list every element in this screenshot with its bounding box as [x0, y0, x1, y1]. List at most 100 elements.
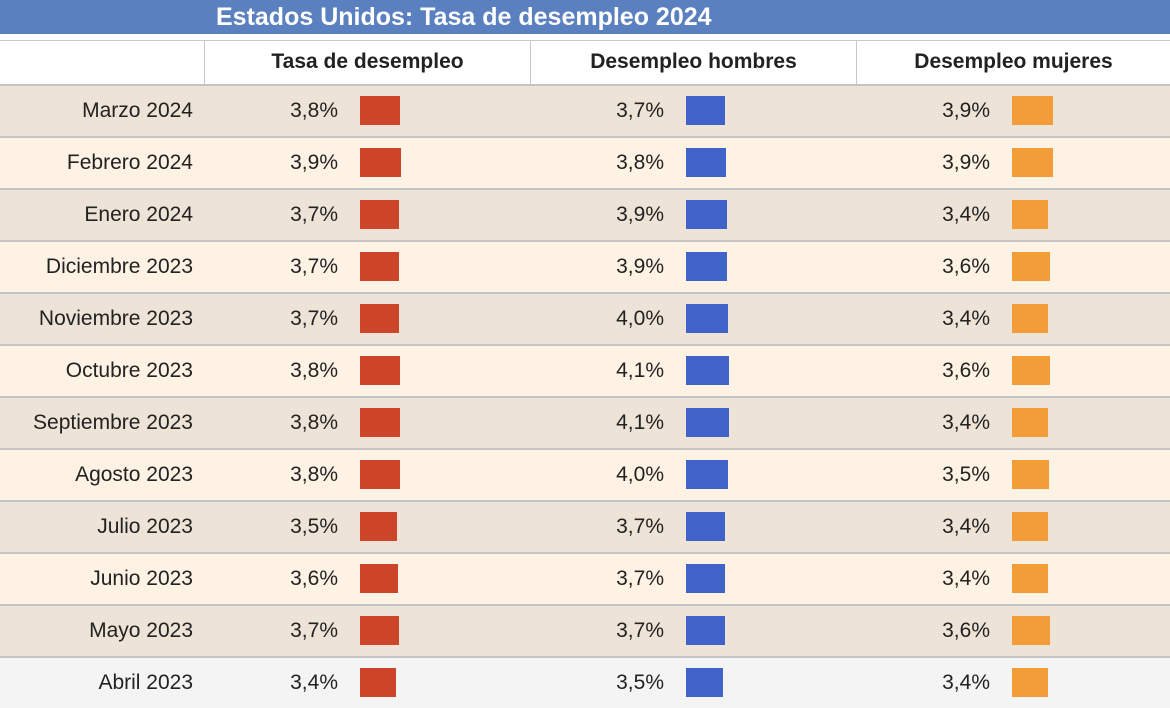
value-hombres: 4,1% [616, 411, 664, 434]
value-mujeres: 3,5% [942, 463, 990, 486]
value-mujeres: 3,9% [942, 151, 990, 174]
value-tasa: 3,7% [290, 255, 338, 278]
value-mujeres: 3,6% [942, 619, 990, 642]
value-hombres: 4,0% [616, 463, 664, 486]
value-tasa: 3,6% [290, 567, 338, 590]
value-tasa: 3,8% [290, 463, 338, 486]
table-row: Noviembre 2023 3,7% 4,0% 3,4% [0, 292, 1170, 344]
bar-tasa [360, 148, 401, 177]
value-tasa: 3,7% [290, 619, 338, 642]
bar-mujeres [1012, 512, 1048, 541]
bar-mujeres [1012, 668, 1048, 697]
row-label: Septiembre 2023 [33, 411, 193, 434]
value-mujeres: 3,4% [942, 671, 990, 694]
bar-hombres [686, 148, 726, 177]
bar-tasa [360, 460, 400, 489]
bar-mujeres [1012, 96, 1053, 125]
bar-hombres [686, 200, 727, 229]
value-tasa: 3,8% [290, 411, 338, 434]
value-tasa: 3,7% [290, 203, 338, 226]
value-tasa: 3,4% [290, 671, 338, 694]
table-row: Septiembre 2023 3,8% 4,1% 3,4% [0, 396, 1170, 448]
table-row: Enero 2024 3,7% 3,9% 3,4% [0, 188, 1170, 240]
column-header-tasa: Tasa de desempleo [204, 40, 530, 84]
table-row: Marzo 2024 3,8% 3,7% 3,9% [0, 84, 1170, 136]
bar-hombres [686, 668, 723, 697]
value-mujeres: 3,4% [942, 515, 990, 538]
bar-hombres [686, 512, 725, 541]
bar-mujeres [1012, 408, 1048, 437]
row-label: Febrero 2024 [66, 151, 193, 174]
value-hombres: 4,1% [616, 359, 664, 382]
row-label: Agosto 2023 [75, 463, 193, 486]
bar-tasa [360, 668, 396, 697]
value-hombres: 3,7% [616, 567, 664, 590]
table-row: Abril 2023 3,4% 3,5% 3,4% [0, 656, 1170, 708]
row-label: Abril 2023 [98, 671, 193, 694]
bar-mujeres [1012, 564, 1048, 593]
bar-mujeres [1012, 252, 1050, 281]
bar-tasa [360, 356, 400, 385]
value-mujeres: 3,4% [942, 203, 990, 226]
table-row: Agosto 2023 3,8% 4,0% 3,5% [0, 448, 1170, 500]
value-mujeres: 3,4% [942, 307, 990, 330]
value-mujeres: 3,4% [942, 411, 990, 434]
row-label: Noviembre 2023 [38, 307, 193, 330]
value-tasa: 3,9% [290, 151, 338, 174]
table-row: Febrero 2024 3,9% 3,8% 3,9% [0, 136, 1170, 188]
row-label: Octubre 2023 [65, 359, 193, 382]
table-row: Diciembre 2023 3,7% 3,9% 3,6% [0, 240, 1170, 292]
row-label: Mayo 2023 [89, 619, 193, 642]
value-tasa: 3,8% [290, 359, 338, 382]
value-mujeres: 3,6% [942, 359, 990, 382]
table-header: Tasa de desempleo Desempleo hombres Dese… [0, 40, 1170, 84]
bar-mujeres [1012, 148, 1053, 177]
value-hombres: 3,5% [616, 671, 664, 694]
table-row: Junio 2023 3,6% 3,7% 3,4% [0, 552, 1170, 604]
bar-mujeres [1012, 460, 1049, 489]
row-label: Diciembre 2023 [45, 255, 193, 278]
bar-tasa [360, 616, 399, 645]
value-mujeres: 3,9% [942, 99, 990, 122]
value-mujeres: 3,4% [942, 567, 990, 590]
row-label: Marzo 2024 [82, 99, 193, 122]
bar-hombres [686, 252, 727, 281]
bar-tasa [360, 304, 399, 333]
title-bar: Estados Unidos: Tasa de desempleo 2024 [0, 0, 1170, 34]
table-row: Octubre 2023 3,8% 4,1% 3,6% [0, 344, 1170, 396]
bar-mujeres [1012, 200, 1048, 229]
row-label: Enero 2024 [84, 203, 193, 226]
bar-hombres [686, 564, 725, 593]
value-hombres: 3,7% [616, 99, 664, 122]
value-tasa: 3,8% [290, 99, 338, 122]
bar-mujeres [1012, 356, 1050, 385]
bar-hombres [686, 356, 729, 385]
bar-tasa [360, 252, 399, 281]
table-row: Mayo 2023 3,7% 3,7% 3,6% [0, 604, 1170, 656]
bar-hombres [686, 460, 728, 489]
bar-hombres [686, 304, 728, 333]
bar-tasa [360, 512, 397, 541]
value-tasa: 3,7% [290, 307, 338, 330]
value-hombres: 3,8% [616, 151, 664, 174]
bar-tasa [360, 96, 400, 125]
bar-hombres [686, 408, 729, 437]
value-mujeres: 3,6% [942, 255, 990, 278]
chart-title: Estados Unidos: Tasa de desempleo 2024 [216, 3, 712, 31]
bar-tasa [360, 564, 398, 593]
header-blank [0, 40, 204, 84]
value-hombres: 3,9% [616, 255, 664, 278]
column-header-hombres: Desempleo hombres [530, 40, 856, 84]
bar-mujeres [1012, 304, 1048, 333]
table-row: Julio 2023 3,5% 3,7% 3,4% [0, 500, 1170, 552]
bar-hombres [686, 616, 725, 645]
column-header-mujeres: Desempleo mujeres [856, 40, 1170, 84]
bar-mujeres [1012, 616, 1050, 645]
bar-tasa [360, 408, 400, 437]
value-hombres: 3,7% [616, 619, 664, 642]
value-hombres: 3,9% [616, 203, 664, 226]
value-hombres: 3,7% [616, 515, 664, 538]
row-label: Junio 2023 [90, 567, 193, 590]
bar-tasa [360, 200, 399, 229]
row-label: Julio 2023 [97, 515, 193, 538]
